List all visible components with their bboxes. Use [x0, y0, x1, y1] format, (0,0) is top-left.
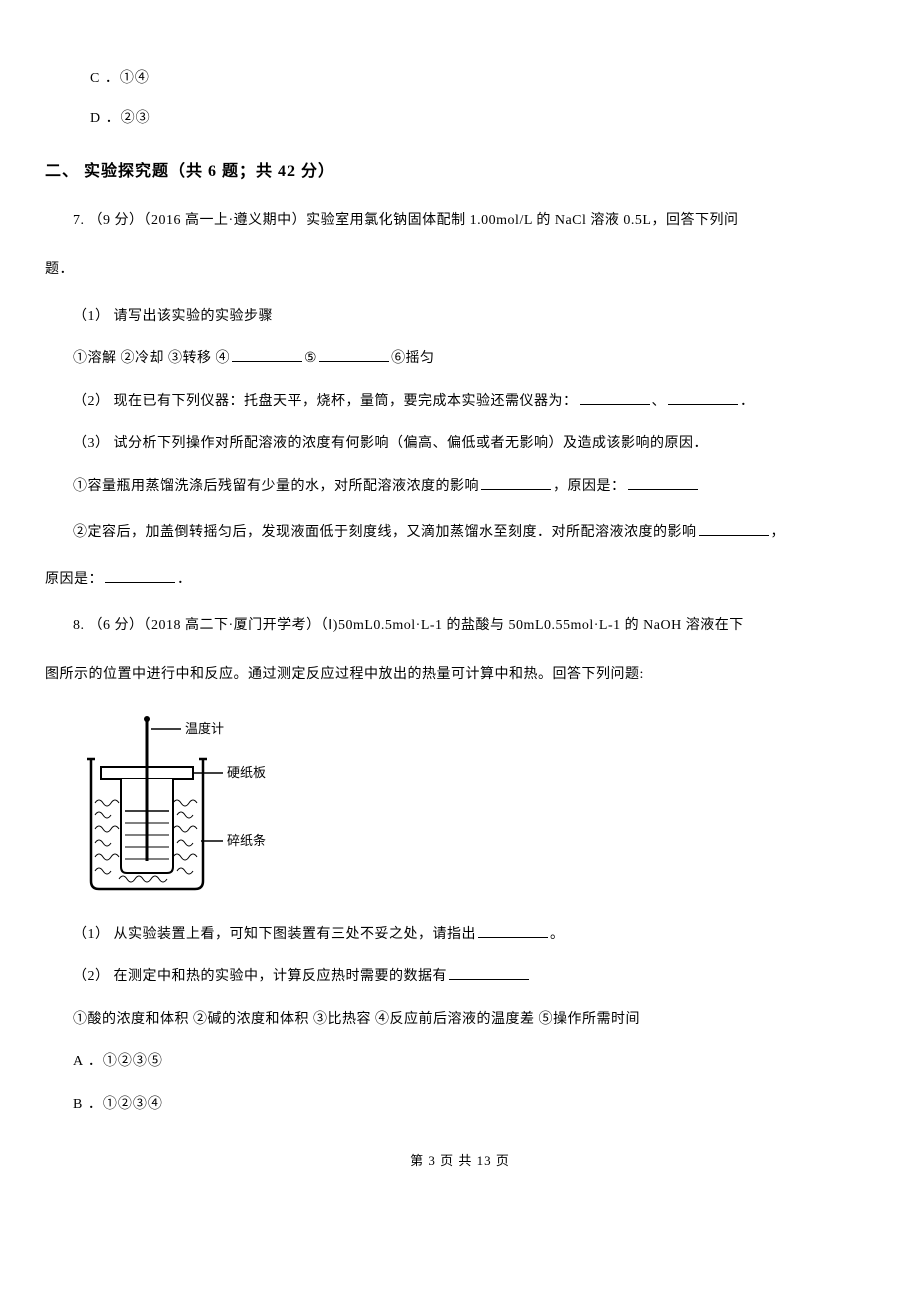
q8-sub2-choices: ①酸的浓度和体积 ②碱的浓度和体积 ③比热容 ④反应前后溶液的温度差 ⑤操作所需… — [73, 1009, 875, 1031]
blank-issues — [478, 924, 548, 938]
blank-effect1 — [481, 476, 551, 490]
q7-sub1-line-a: ①溶解 ②冷却 ③转移 ④ — [73, 351, 230, 366]
blank-instr2 — [668, 391, 738, 405]
q7-sub3-line1-b: ，原因是： — [553, 479, 626, 494]
blank-step5 — [319, 348, 389, 362]
q8-sub2-a: （2） 在测定中和热的实验中，计算反应热时需要的数据有 — [73, 969, 447, 984]
q7-intro: 7. （9 分）（2016 高一上·遵义期中）实验室用氯化钠固体配制 1.00m… — [45, 206, 875, 237]
q7-sub2: （2） 现在已有下列仪器：托盘天平，烧杯，量筒，要完成本实验还需仪器为： 、 ． — [45, 391, 875, 413]
q8-option-a: A ．①②③⑤ — [73, 1051, 875, 1073]
label-thermometer: 温度计 — [185, 721, 224, 736]
blank-reason2 — [105, 569, 175, 583]
q7-sub3-line2: ②定容后，加盖倒转摇匀后，发现液面低于刻度线，又滴加蒸馏水至刻度．对所配溶液浓度… — [73, 518, 875, 549]
q8-sub1-a: （1） 从实验装置上看，可知下图装置有三处不妥之处，请指出 — [73, 927, 476, 942]
q7-sub2-sep: 、 — [652, 394, 667, 409]
q7-sub3-line2-cont-text: 原因是： — [45, 572, 103, 587]
q7-sub1: （1） 请写出该实验的实验步骤 — [45, 306, 875, 328]
page-footer: 第 3 页 共 13 页 — [45, 1151, 875, 1172]
blank-effect2 — [699, 522, 769, 536]
q8-intro: 8. （6 分）（2018 高二下·厦门开学考）（Ⅰ)50mL0.5mol·L-… — [45, 611, 875, 642]
option-c: C ．①④ — [90, 68, 875, 90]
q7-sub3-line1-a: ①容量瓶用蒸馏洗涤后残留有少量的水，对所配溶液浓度的影响 — [73, 479, 479, 494]
q7-sub3: （3） 试分析下列操作对所配溶液的浓度有何影响（偏高、偏低或者无影响）及造成该影… — [45, 433, 875, 455]
q8-sub1: （1） 从实验装置上看，可知下图装置有三处不妥之处，请指出 。 — [45, 924, 875, 946]
blank-reason1 — [628, 476, 698, 490]
q8-sub2: （2） 在测定中和热的实验中，计算反应热时需要的数据有 — [45, 966, 875, 988]
q7-sub3-line2-end: ． — [177, 572, 192, 587]
q7-sub3-line2-cont: 原因是： ． — [45, 569, 875, 591]
blank-step4 — [232, 348, 302, 362]
q8-option-b: B ．①②③④ — [73, 1094, 875, 1116]
label-cardboard: 硬纸板 — [227, 765, 266, 780]
blank-data — [449, 966, 529, 980]
q7-intro-cont: 题． — [45, 255, 875, 286]
blank-instr1 — [580, 391, 650, 405]
q8-intro-cont: 图所示的位置中进行中和反应。通过测定反应过程中放出的热量可计算中和热。回答下列问… — [45, 660, 875, 691]
q7-intro-text: 7. （9 分）（2016 高一上·遵义期中）实验室用氯化钠固体配制 1.00m… — [73, 213, 738, 228]
q8-sub1-end: 。 — [550, 927, 565, 942]
q7-sub3-line2-a: ②定容后，加盖倒转摇匀后，发现液面低于刻度线，又滴加蒸馏水至刻度．对所配溶液浓度… — [73, 525, 697, 540]
q7-sub1-steps: ①溶解 ②冷却 ③转移 ④ ⑤ ⑥摇匀 — [73, 348, 875, 370]
option-d: D ．②③ — [90, 108, 875, 130]
q7-sub1-mid: ⑤ — [304, 351, 317, 366]
q8-intro-text: 8. （6 分）（2018 高二下·厦门开学考）（Ⅰ)50mL0.5mol·L-… — [73, 618, 744, 633]
label-strips: 碎纸条 — [227, 833, 266, 848]
calorimeter-diagram: 温度计 硬纸板 碎纸条 — [73, 711, 875, 904]
q7-sub1-end: ⑥摇匀 — [391, 351, 435, 366]
q7-sub2-a: （2） 现在已有下列仪器：托盘天平，烧杯，量筒，要完成本实验还需仪器为： — [73, 394, 578, 409]
q7-sub2-end: ． — [740, 394, 755, 409]
section-2-heading: 二、 实验探究题（共 6 题；共 42 分） — [45, 159, 875, 185]
q7-sub3-line1: ①容量瓶用蒸馏洗涤后残留有少量的水，对所配溶液浓度的影响 ，原因是： — [73, 476, 875, 498]
q7-sub3-line2-b: ， — [771, 525, 786, 540]
